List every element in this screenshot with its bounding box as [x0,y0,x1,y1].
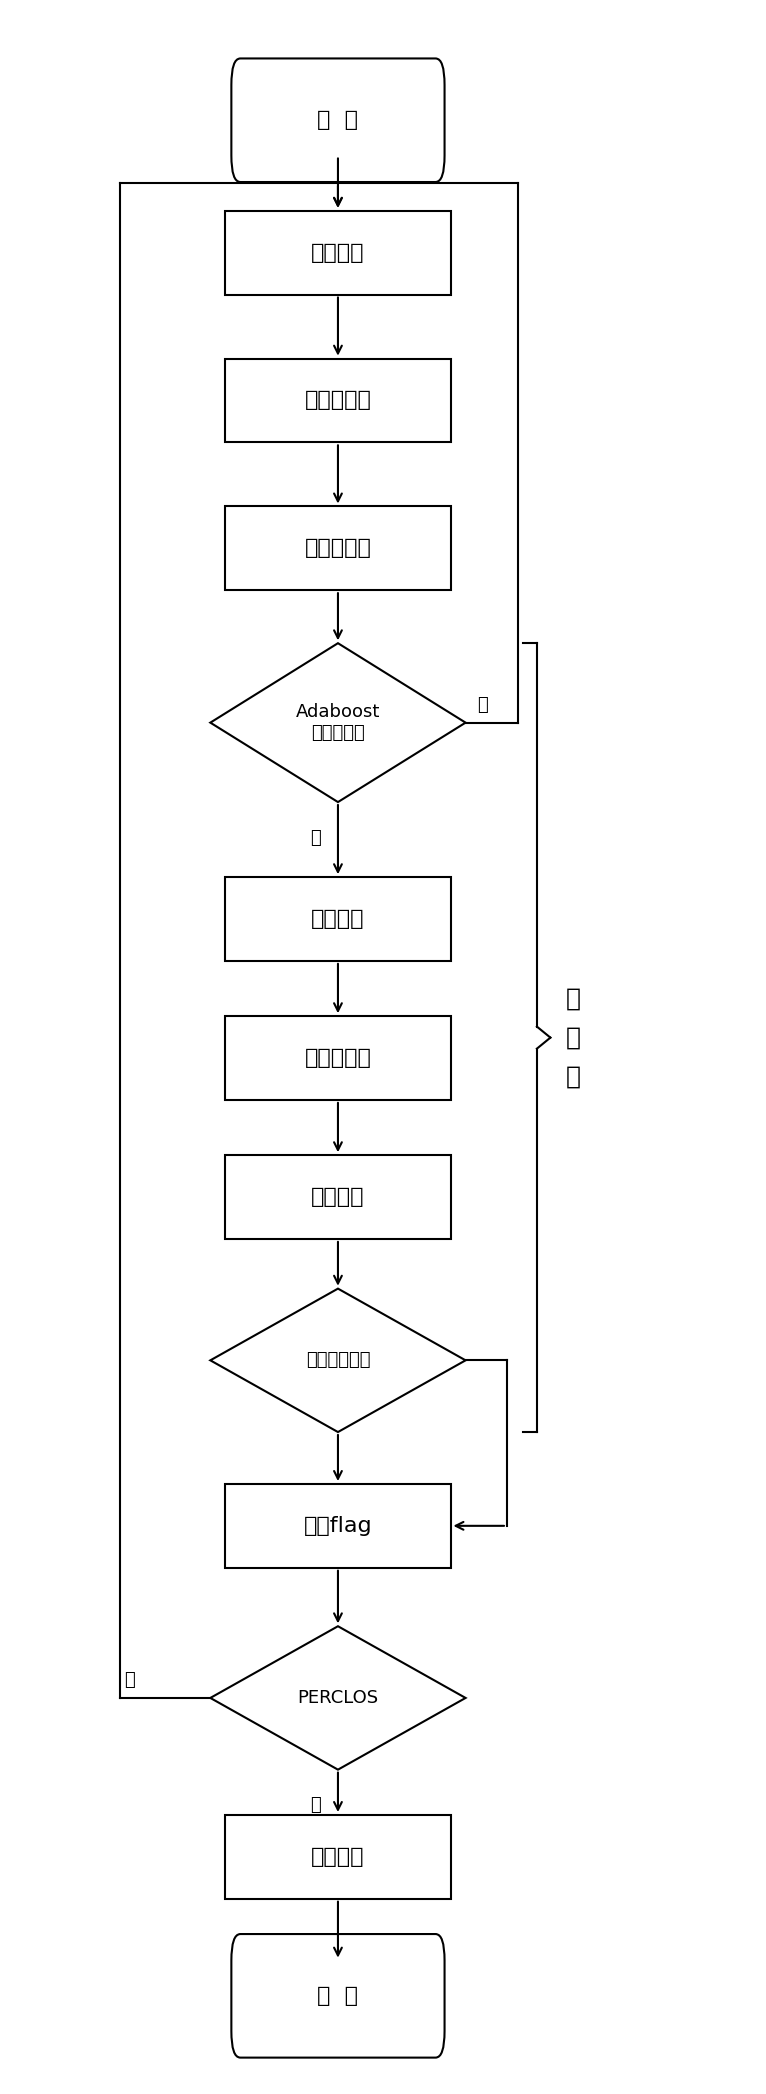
Polygon shape [211,1288,466,1432]
Text: Adaboost
检测到人眼: Adaboost 检测到人眼 [296,704,380,741]
Bar [225,877,450,961]
Text: 是: 是 [310,829,321,846]
Bar [225,507,450,591]
Text: 标记网格: 标记网格 [311,909,365,930]
Bar [225,211,450,295]
Bar [225,358,450,442]
Polygon shape [211,1627,466,1769]
Text: 人眼状态: 人眼状态 [311,1187,365,1206]
Polygon shape [211,643,466,802]
Text: PERCLOS: PERCLOS [297,1690,378,1707]
Bar [225,1156,450,1240]
Text: 否: 否 [125,1671,136,1690]
Text: 否: 否 [477,695,488,714]
Text: 一帧图像判断: 一帧图像判断 [306,1351,370,1369]
FancyBboxPatch shape [231,1935,444,2058]
Bar [225,1485,450,1568]
Text: 疲劳状态: 疲劳状态 [311,1847,365,1868]
Text: 结  束: 结 束 [317,1985,358,2006]
Text: 闭合度计算: 闭合度计算 [305,1047,372,1068]
Text: 开  始: 开 始 [317,111,358,130]
Text: 网
格
法: 网 格 法 [565,986,581,1089]
FancyBboxPatch shape [231,59,444,182]
Bar [225,1016,450,1099]
Text: 图像预处理: 图像预处理 [305,389,372,410]
Text: 置位flag: 置位flag [303,1516,372,1535]
Text: 加载分类器: 加载分类器 [305,538,372,559]
Text: 是: 是 [310,1797,321,1813]
Bar [225,1815,450,1899]
Text: 视频采集: 视频采集 [311,243,365,262]
